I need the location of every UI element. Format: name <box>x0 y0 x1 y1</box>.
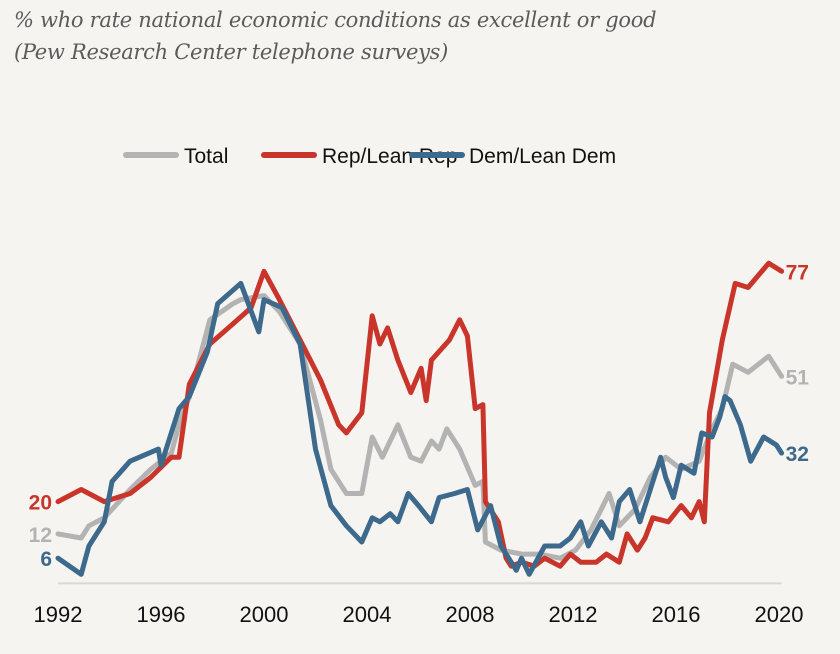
x-axis-ticks: 1992 1996 2000 2004 2008 2012 2016 2020 <box>34 602 804 627</box>
legend-label: Total <box>184 145 228 168</box>
chart-title: % who rate national economic conditions … <box>14 8 657 32</box>
x-tick-label: 2000 <box>240 602 289 627</box>
x-tick-label: 2016 <box>652 602 701 627</box>
series-labels: 12 51 20 77 6 32 <box>29 261 810 571</box>
legend-label: Rep/Lean Rep <box>322 145 457 168</box>
x-tick-label: 2004 <box>343 602 392 627</box>
x-tick-label: 2012 <box>549 602 598 627</box>
x-tick-label: 1992 <box>34 602 83 627</box>
chart-title-block: % who rate national economic conditions … <box>14 4 657 68</box>
series-lines <box>55 260 785 577</box>
start-value-label: 6 <box>40 548 52 571</box>
series-line <box>55 260 785 569</box>
end-value-label: 51 <box>786 366 810 389</box>
end-value-label: 77 <box>786 261 809 284</box>
legend: Total Rep/Lean Rep Dem/Lean Dem <box>123 145 616 168</box>
chart-subtitle: (Pew Research Center telephone surveys) <box>14 40 449 64</box>
x-tick-label: 1996 <box>137 602 186 627</box>
x-tick-label: 2008 <box>446 602 495 627</box>
start-value-label: 20 <box>29 492 52 515</box>
end-value-label: 32 <box>786 443 809 466</box>
x-tick-label: 2020 <box>755 602 804 627</box>
start-value-label: 12 <box>29 524 52 547</box>
series-line <box>55 280 785 577</box>
legend-label: Dem/Lean Dem <box>469 145 616 168</box>
